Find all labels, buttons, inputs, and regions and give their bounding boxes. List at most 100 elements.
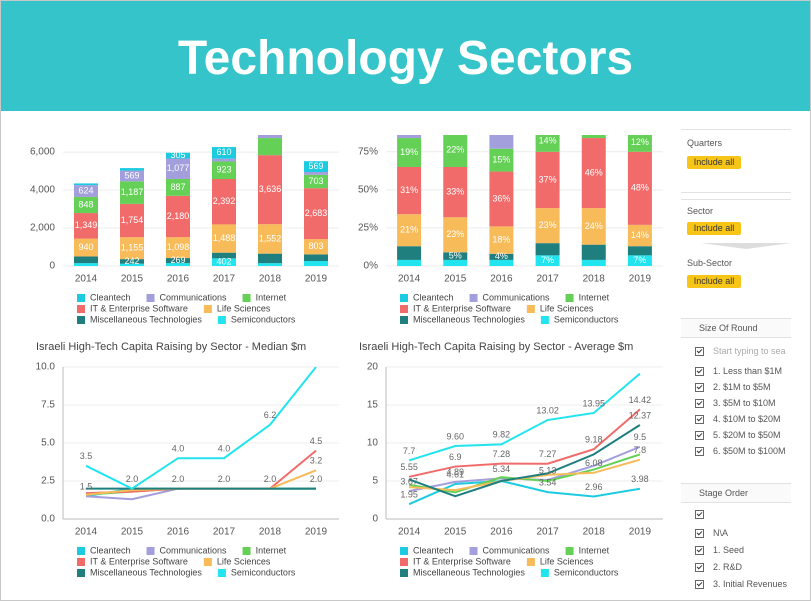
search-box[interactable]: Start typing to sea	[713, 346, 786, 356]
option-label[interactable]: 3. $5M to $10M	[713, 398, 776, 408]
data-label: 4.0	[218, 444, 231, 454]
data-label: 269	[170, 255, 185, 265]
bar-segment	[397, 246, 422, 260]
bar-segment	[166, 158, 190, 179]
checkbox[interactable]	[695, 529, 704, 538]
checkbox[interactable]	[695, 510, 704, 519]
data-label: 1,187	[121, 187, 144, 197]
bar-segment	[627, 135, 652, 152]
legend-swatch	[77, 547, 85, 555]
option-label[interactable]: 5. $20M to $50M	[713, 430, 781, 440]
bar-segment	[212, 224, 236, 253]
option-label[interactable]: 2. $1M to $5M	[713, 382, 771, 392]
series-line	[408, 424, 641, 498]
bar-segment	[258, 263, 282, 266]
option-label[interactable]: 1. Seed	[713, 545, 745, 555]
checkbox[interactable]	[695, 580, 704, 589]
x-tick-label: 2018	[583, 274, 606, 285]
y-tick-label: 2.5	[41, 476, 55, 487]
checkbox[interactable]	[695, 399, 704, 408]
bar-segment	[627, 255, 652, 266]
bar-segment	[489, 114, 513, 122]
option-label[interactable]: 6. $50M to $100M	[713, 446, 786, 456]
legend-swatch	[203, 305, 212, 313]
checkbox[interactable]	[695, 563, 704, 572]
value-labels: 1.5 4.5 3.2 2.0 2.0 2.0 2.0 3.5 2.0 4.0 4.0 6.2 10.0	[80, 410, 323, 491]
legend-swatch	[469, 547, 478, 555]
bar-segment	[120, 259, 144, 264]
value-labels: 940 1,349 848 624 242 1,155 1,754 1,187 569 269 1,…	[75, 147, 328, 266]
data-label: 5.34	[493, 464, 511, 474]
data-label: 923	[216, 165, 231, 175]
legend-label: Miscellaneous Technologies	[90, 314, 202, 324]
option-label[interactable]: N\A	[713, 528, 729, 538]
checkbox[interactable]	[695, 347, 704, 356]
include-all-button[interactable]: Include all	[687, 275, 741, 288]
y-tick-label: 0	[372, 514, 378, 525]
checkbox[interactable]	[695, 367, 704, 376]
legend-swatch	[540, 316, 549, 324]
series-line	[408, 408, 641, 478]
x-tick-label: 2015	[121, 527, 144, 538]
legend-swatch	[77, 294, 85, 302]
data-label: 48%	[631, 183, 649, 193]
data-label: 624	[78, 185, 93, 195]
include-all-button[interactable]: Include all	[687, 156, 741, 169]
data-label: 3,636	[259, 184, 282, 194]
y-tick-label: 25%	[358, 223, 378, 234]
checkbox[interactable]	[695, 431, 704, 440]
data-label: 15%	[492, 155, 510, 165]
bar-segment	[258, 131, 282, 134]
data-label: 12.37	[629, 410, 652, 420]
data-label: 19%	[400, 147, 418, 157]
bar-segment	[212, 258, 236, 266]
checkbox[interactable]	[695, 383, 704, 392]
include-all-button[interactable]: Include all	[687, 222, 741, 235]
size-of-round-header[interactable]: Size Of Round	[681, 318, 791, 338]
bar-segment	[120, 168, 144, 171]
data-label: 7.27	[539, 449, 557, 459]
legend-label: Internet	[256, 292, 287, 302]
data-label: 1,349	[75, 220, 98, 230]
option-label[interactable]: 1. Less than $1M	[713, 366, 783, 376]
plot	[74, 131, 328, 266]
bar-segment	[443, 259, 468, 266]
checkbox[interactable]	[695, 415, 704, 424]
checkbox[interactable]	[695, 447, 704, 456]
legend-swatch	[540, 569, 549, 577]
bar-segment	[166, 152, 190, 159]
x-tick-label: 2014	[75, 274, 98, 285]
legend-swatch	[217, 569, 226, 577]
bar-segment	[443, 117, 467, 134]
data-label: 2.0	[218, 474, 231, 484]
data-label: 940	[78, 242, 93, 252]
legend-swatch	[400, 558, 408, 566]
legend-label: Life Sciences	[540, 556, 594, 566]
option-label[interactable]: 2. R&D	[713, 562, 743, 572]
data-label: 1.95	[400, 490, 418, 500]
data-label: 19.13	[629, 359, 652, 369]
option-label[interactable]: 3. Initial Revenues	[713, 579, 788, 589]
bar-segment	[443, 166, 468, 218]
bar-segment	[304, 172, 328, 175]
bar-segment	[74, 196, 98, 214]
x-tick-label: 2017	[213, 527, 236, 538]
legend-swatch	[565, 547, 574, 555]
stage-order-header[interactable]: Stage Order	[681, 483, 791, 503]
data-label: 14%	[631, 230, 649, 240]
header: Technology Sectors	[1, 1, 810, 111]
x-tick-label: 2019	[305, 274, 328, 285]
data-label: 848	[78, 199, 93, 209]
legend-label: Communications	[160, 545, 228, 555]
bar-segment	[74, 256, 98, 264]
data-label: 2,683	[305, 208, 328, 218]
bar-segment	[536, 127, 560, 130]
chart: 0 2,000 4,000 6,000 2014 2015 2016 2017 2018 2019…	[30, 131, 339, 324]
option-label[interactable]: 4. $10M to $20M	[713, 414, 781, 424]
checkbox[interactable]	[695, 546, 704, 555]
series-line	[408, 453, 641, 494]
y-tick-label: 5	[372, 476, 378, 487]
bar-segment	[581, 135, 606, 139]
chart: Israeli High-Tech Capita Raising by Sect…	[359, 341, 663, 577]
